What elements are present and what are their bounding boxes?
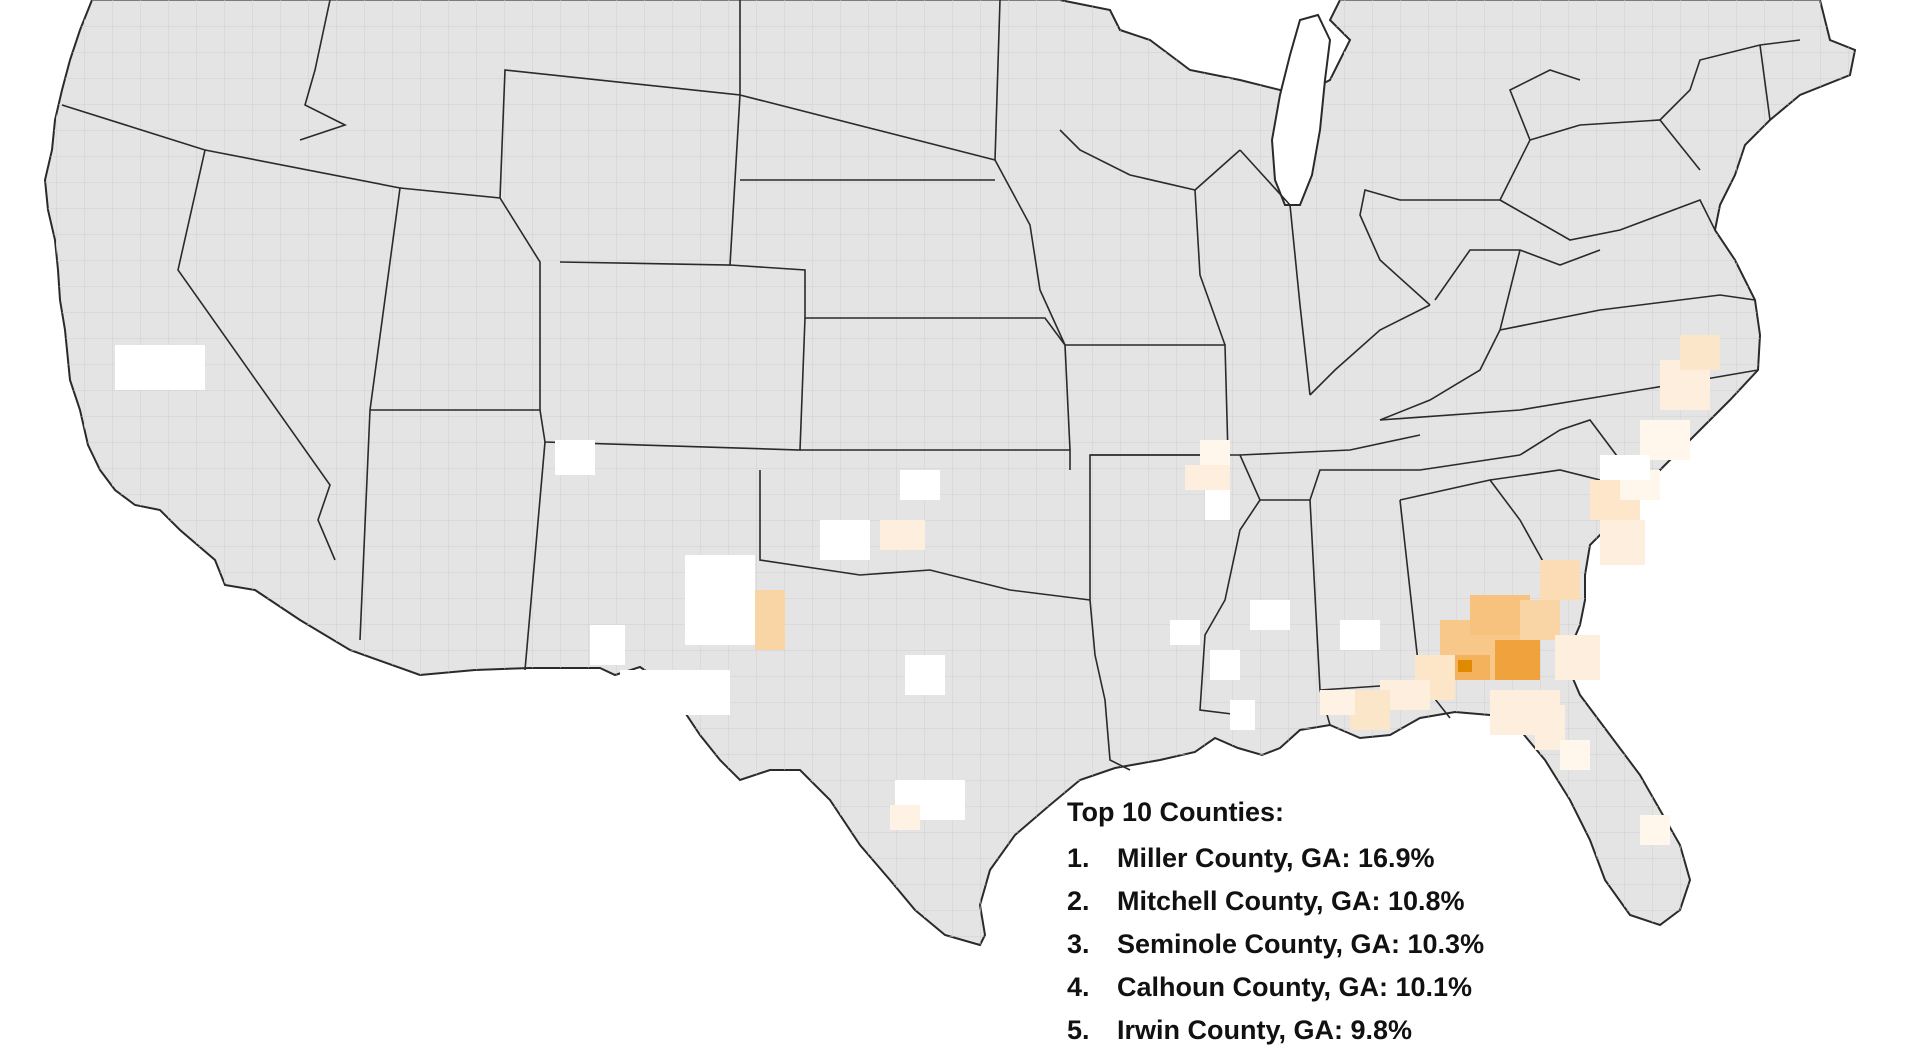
county-highlight-max	[1458, 660, 1472, 672]
county-highlight	[1185, 465, 1230, 490]
legend-label: Miller County, GA: 16.9%	[1117, 843, 1435, 873]
legend-item: 2. Mitchell County, GA: 10.8%	[1067, 886, 1484, 929]
county-highlight	[1200, 440, 1230, 465]
county-highlight	[620, 670, 730, 715]
us-county-map	[43, 0, 1857, 947]
legend-label: Calhoun County, GA: 10.1%	[1117, 972, 1473, 1002]
legend-rank: 1.	[1067, 843, 1090, 873]
county-highlight	[1170, 620, 1200, 645]
legend-item: 3. Seminole County, GA: 10.3%	[1067, 929, 1484, 972]
county-highlight	[685, 555, 755, 645]
county-highlight	[1540, 560, 1580, 600]
county-highlight	[555, 440, 595, 475]
county-highlight	[1680, 335, 1720, 370]
county-highlight	[1640, 815, 1670, 845]
county-highlight	[1560, 740, 1590, 770]
county-highlight	[1205, 490, 1230, 520]
county-highlight	[880, 520, 925, 550]
legend-label: Seminole County, GA: 10.3%	[1117, 929, 1485, 959]
county-highlight	[1320, 690, 1355, 715]
legend-rank: 4.	[1067, 972, 1090, 1002]
county-highlight	[1520, 600, 1560, 640]
county-highlight	[1340, 620, 1380, 650]
legend-rank: 2.	[1067, 886, 1090, 916]
county-highlight	[1640, 420, 1690, 460]
county-highlight	[890, 805, 920, 830]
county-highlight	[1350, 690, 1390, 730]
county-highlight	[900, 470, 940, 500]
county-highlight	[1495, 640, 1540, 680]
county-highlight	[1250, 600, 1290, 630]
legend-item: 1. Miller County, GA: 16.9%	[1067, 843, 1484, 886]
choropleth-counties	[115, 335, 1720, 845]
legend-label: Irwin County, GA: 9.8%	[1117, 1015, 1413, 1045]
legend-list: 1. Miller County, GA: 16.9% 2. Mitchell Co…	[1067, 843, 1484, 1058]
legend-item: 4. Calhoun County, GA: 10.1%	[1067, 972, 1484, 1015]
lake-michigan	[1270, 13, 1332, 206]
legend-item: 5. Irwin County, GA: 9.8%	[1067, 1015, 1484, 1058]
county-highlight	[115, 345, 205, 390]
legend-rank: 5.	[1067, 1015, 1090, 1045]
legend-title: Top 10 Counties:	[1067, 797, 1285, 827]
state-borders	[61, 0, 1801, 771]
county-highlight	[820, 520, 870, 560]
county-highlight	[1555, 635, 1600, 680]
county-highlight	[755, 590, 785, 650]
county-highlight	[590, 625, 625, 665]
county-highlight	[1600, 520, 1645, 565]
top-counties-legend: Top 10 Counties: 1. Miller County, GA: 16…	[1067, 797, 1484, 1058]
legend-label: Mitchell County, GA: 10.8%	[1117, 886, 1465, 916]
county-highlight	[1230, 700, 1255, 730]
county-highlight	[1600, 455, 1650, 480]
legend-rank: 3.	[1067, 929, 1090, 959]
county-highlight	[1210, 650, 1240, 680]
county-highlight	[905, 655, 945, 695]
